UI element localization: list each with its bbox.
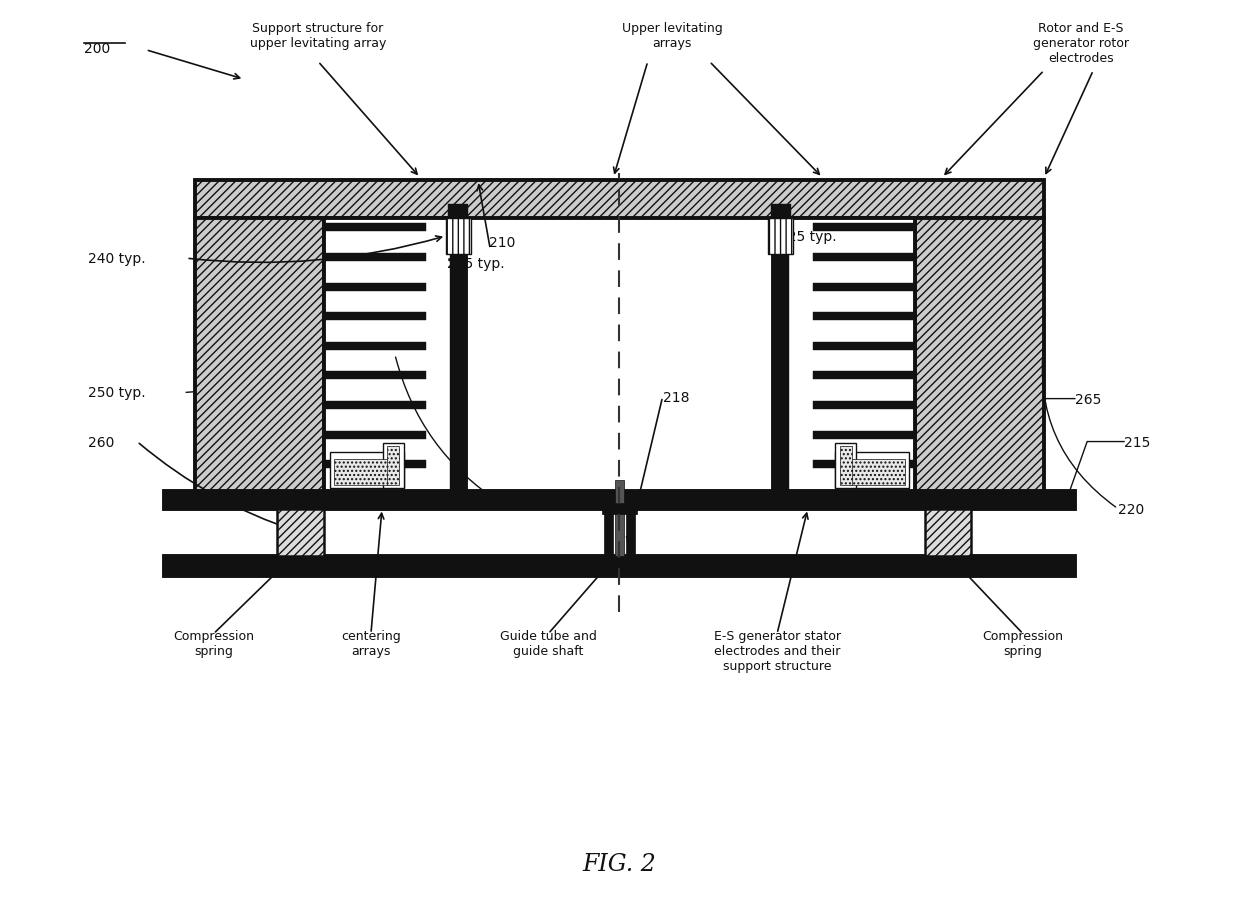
Text: FIG. 2: FIG. 2: [582, 852, 657, 875]
Bar: [326, 372, 426, 380]
Bar: [446, 218, 471, 254]
Bar: [850, 459, 904, 486]
Bar: [278, 509, 325, 557]
Bar: [326, 283, 426, 291]
Text: centering
arrays: centering arrays: [341, 630, 400, 658]
Bar: [813, 401, 913, 410]
Text: Compression
spring: Compression spring: [173, 630, 254, 658]
Bar: [326, 401, 426, 410]
Text: Guide tube and
guide shaft: Guide tube and guide shaft: [499, 630, 596, 658]
Text: 265: 265: [1075, 392, 1101, 406]
Bar: [813, 461, 913, 469]
Bar: [813, 313, 913, 321]
Text: 218: 218: [663, 391, 689, 404]
Bar: [326, 224, 426, 232]
Text: 225 typ.: 225 typ.: [779, 229, 838, 244]
Bar: [164, 492, 1075, 509]
Bar: [326, 431, 426, 439]
Text: 230: 230: [503, 498, 529, 511]
Text: 215: 215: [1124, 435, 1151, 449]
Bar: [387, 446, 399, 486]
Bar: [325, 218, 466, 492]
Bar: [615, 481, 624, 557]
Bar: [383, 444, 404, 489]
Bar: [924, 509, 971, 557]
Bar: [835, 444, 856, 489]
Text: 220: 220: [1118, 502, 1144, 516]
Bar: [813, 283, 913, 291]
Bar: [195, 218, 325, 492]
Text: Upper levitating
arrays: Upper levitating arrays: [622, 22, 722, 50]
Bar: [771, 206, 790, 218]
Bar: [449, 206, 468, 218]
Bar: [195, 181, 1044, 218]
Bar: [450, 218, 466, 492]
Bar: [602, 503, 637, 514]
Text: Compression
spring: Compression spring: [983, 630, 1063, 658]
Bar: [813, 372, 913, 380]
Bar: [335, 459, 389, 486]
Bar: [164, 557, 1075, 576]
Text: Rotor and E-S
generator rotor
electrodes: Rotor and E-S generator rotor electrodes: [1033, 22, 1129, 65]
Bar: [914, 218, 1044, 492]
Bar: [813, 343, 913, 351]
Bar: [768, 218, 793, 254]
Bar: [331, 453, 404, 489]
Bar: [773, 218, 914, 492]
Bar: [813, 431, 913, 439]
Text: Support structure for
upper levitating array: Support structure for upper levitating a…: [250, 22, 387, 50]
Bar: [813, 224, 913, 232]
Bar: [835, 453, 908, 489]
Bar: [326, 253, 426, 262]
Text: 250 typ.: 250 typ.: [88, 386, 145, 400]
Text: 210: 210: [489, 236, 515, 250]
Bar: [603, 507, 613, 557]
Bar: [840, 446, 852, 486]
Text: 240 typ.: 240 typ.: [88, 252, 145, 266]
Text: 235 typ.: 235 typ.: [447, 256, 504, 271]
Text: 260: 260: [88, 435, 114, 449]
Bar: [773, 218, 789, 492]
Bar: [813, 253, 913, 262]
Bar: [626, 507, 636, 557]
Bar: [326, 461, 426, 469]
Text: 200: 200: [84, 41, 110, 56]
Bar: [326, 313, 426, 321]
Text: E-S generator stator
electrodes and their
support structure: E-S generator stator electrodes and thei…: [714, 630, 840, 673]
Bar: [326, 343, 426, 351]
